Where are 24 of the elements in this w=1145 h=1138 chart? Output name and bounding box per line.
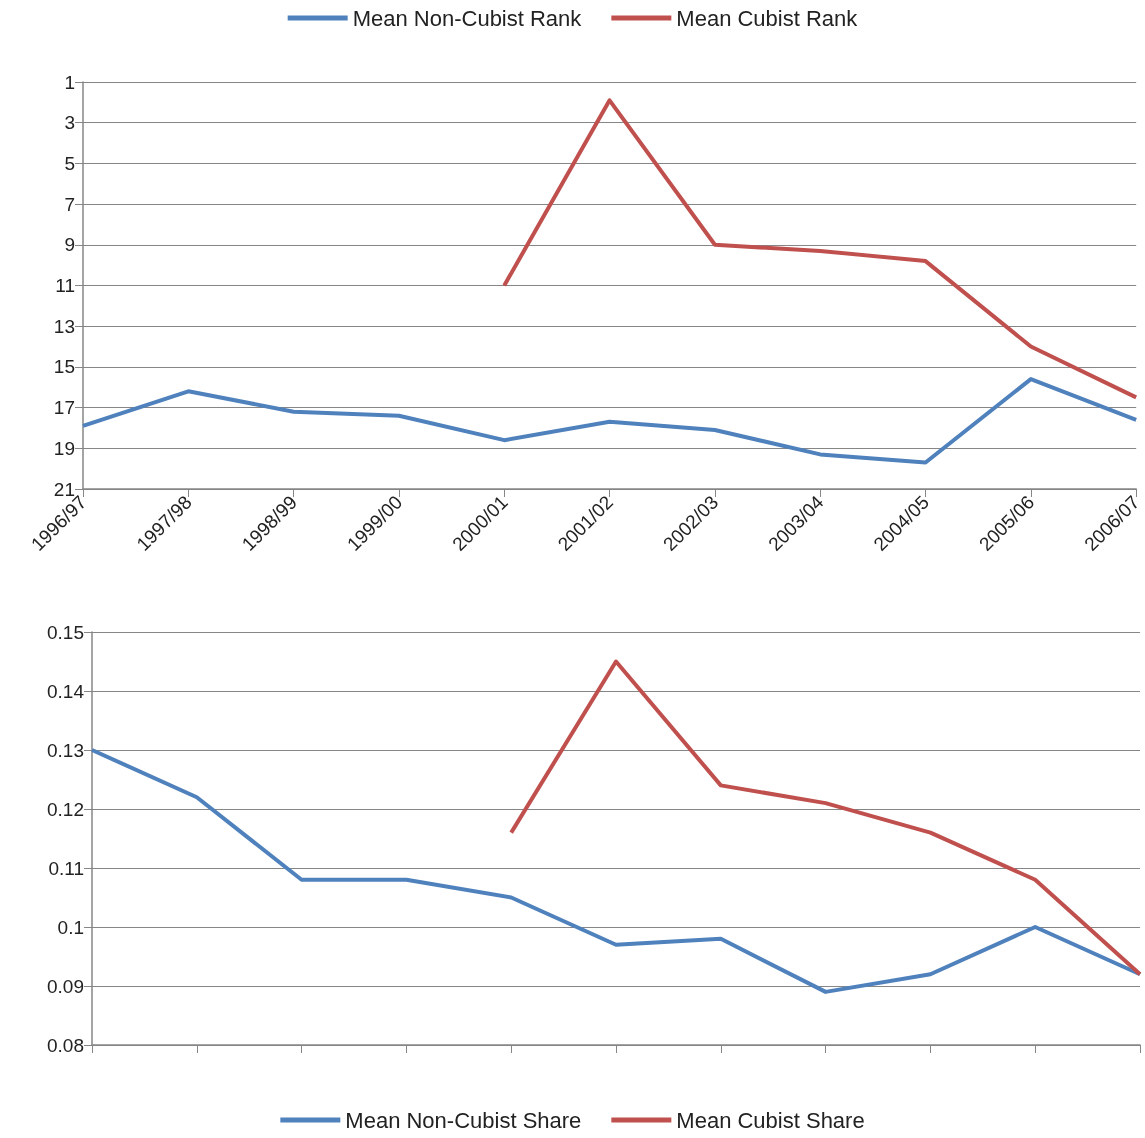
- y-tick-label: 0.11: [48, 857, 84, 879]
- y-tick-label: 7: [64, 193, 75, 215]
- legend-label: Mean Cubist Rank: [676, 5, 859, 31]
- y-tick-label: 15: [53, 356, 75, 378]
- y-tick-label: 0.09: [47, 975, 84, 997]
- y-tick-label: 0.15: [47, 621, 84, 643]
- y-tick-label: 3: [64, 112, 75, 134]
- y-tick-label: 13: [53, 315, 75, 337]
- y-tick-label: 0.1: [57, 916, 84, 938]
- y-tick-label: 0.08: [47, 1034, 84, 1056]
- y-tick-label: 17: [53, 397, 75, 419]
- legend-label: Mean Non-Cubist Share: [345, 1107, 582, 1133]
- legend-label: Mean Cubist Share: [676, 1107, 865, 1133]
- y-tick-label: 9: [64, 234, 75, 256]
- y-tick-label: 19: [53, 437, 75, 459]
- line-series: [502, 98, 1139, 400]
- y-tick-label: 5: [64, 152, 75, 174]
- line-series: [509, 659, 1142, 977]
- y-tick-label: 0.13: [47, 739, 84, 761]
- y-tick-label: 11: [55, 275, 75, 296]
- legend-label: Mean Non-Cubist Rank: [352, 5, 583, 31]
- y-tick-label: 0.12: [47, 798, 84, 820]
- y-tick-label: 1: [64, 71, 75, 93]
- y-tick-label: 0.14: [47, 680, 85, 702]
